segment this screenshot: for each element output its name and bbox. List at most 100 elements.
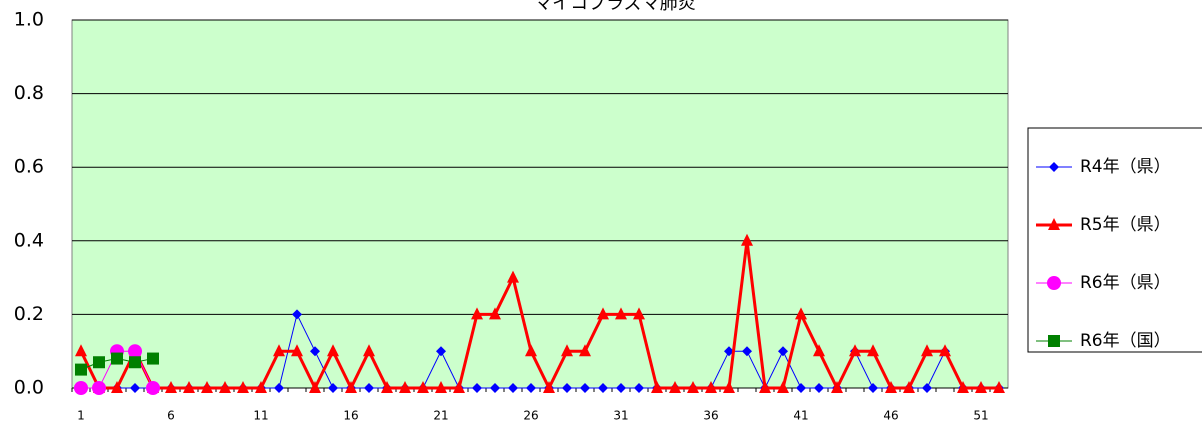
data-point bbox=[363, 344, 375, 357]
data-point bbox=[472, 383, 482, 393]
data-point bbox=[795, 307, 807, 320]
data-point bbox=[633, 307, 645, 320]
y-tick-label: 0.0 bbox=[14, 377, 44, 399]
data-point bbox=[580, 383, 590, 393]
legend-label: R5年（県） bbox=[1080, 215, 1171, 235]
data-point bbox=[291, 344, 303, 357]
x-tick-label: 16 bbox=[343, 409, 358, 423]
data-point bbox=[92, 381, 106, 395]
data-point bbox=[128, 344, 142, 359]
data-point bbox=[741, 233, 753, 246]
data-point bbox=[74, 381, 88, 395]
y-tick-label: 0.8 bbox=[14, 82, 44, 104]
data-point bbox=[975, 381, 987, 393]
legend-marker bbox=[1048, 218, 1060, 230]
data-point bbox=[507, 270, 519, 283]
data-point bbox=[777, 381, 789, 393]
data-point bbox=[796, 383, 806, 393]
data-point bbox=[489, 307, 501, 320]
data-point bbox=[526, 383, 536, 393]
x-tick-label: 36 bbox=[703, 409, 718, 423]
x-tick-label: 41 bbox=[793, 409, 808, 423]
x-tick-label: 26 bbox=[523, 409, 538, 423]
data-point bbox=[255, 381, 267, 393]
series-line bbox=[79, 240, 999, 392]
data-point bbox=[922, 383, 932, 393]
data-point bbox=[939, 344, 951, 357]
legend-marker bbox=[1047, 276, 1061, 290]
y-tick-label: 0.4 bbox=[14, 229, 44, 251]
x-tick-label: 51 bbox=[973, 409, 988, 423]
data-point bbox=[490, 383, 500, 393]
data-point bbox=[471, 307, 483, 320]
data-point bbox=[867, 344, 879, 357]
data-point bbox=[525, 344, 537, 357]
legend-marker bbox=[1049, 162, 1059, 172]
data-point bbox=[201, 381, 213, 393]
data-point bbox=[957, 381, 969, 393]
data-point bbox=[327, 344, 339, 357]
data-point bbox=[130, 383, 140, 393]
data-point bbox=[543, 381, 555, 393]
data-point bbox=[616, 383, 626, 393]
data-point bbox=[669, 381, 681, 393]
data-point bbox=[381, 381, 393, 393]
data-point bbox=[328, 383, 338, 393]
data-point bbox=[165, 381, 177, 393]
data-point bbox=[705, 381, 717, 393]
data-point bbox=[868, 383, 878, 393]
x-tick-label: 1 bbox=[77, 409, 85, 423]
data-point bbox=[75, 344, 87, 357]
data-point bbox=[273, 344, 285, 357]
legend-marker bbox=[1048, 335, 1060, 347]
data-point bbox=[364, 383, 374, 393]
data-point bbox=[759, 381, 771, 393]
data-point bbox=[111, 352, 123, 365]
data-point bbox=[579, 344, 591, 357]
y-tick-label: 1.0 bbox=[14, 9, 44, 31]
x-tick-label: 46 bbox=[883, 409, 898, 423]
data-point bbox=[292, 309, 302, 320]
data-point bbox=[129, 356, 141, 369]
data-point bbox=[831, 381, 843, 393]
data-point bbox=[597, 307, 609, 320]
data-point bbox=[634, 383, 644, 393]
data-point bbox=[111, 381, 123, 393]
data-point bbox=[309, 381, 321, 393]
data-point bbox=[903, 381, 915, 393]
data-point bbox=[147, 352, 159, 365]
data-point bbox=[310, 346, 320, 357]
chart-title: マイコプラズマ肺炎 bbox=[534, 0, 696, 14]
data-point bbox=[561, 344, 573, 357]
data-point bbox=[219, 381, 231, 393]
data-point bbox=[399, 381, 411, 393]
data-point bbox=[345, 381, 357, 393]
data-point bbox=[183, 381, 195, 393]
data-point bbox=[598, 383, 608, 393]
data-point bbox=[921, 344, 933, 357]
data-point bbox=[75, 363, 87, 376]
data-point bbox=[814, 383, 824, 393]
data-point bbox=[508, 383, 518, 393]
y-tick-label: 0.6 bbox=[14, 156, 44, 178]
x-tick-label: 31 bbox=[613, 409, 628, 423]
legend-label: R6年（県） bbox=[1080, 273, 1171, 293]
data-point bbox=[813, 344, 825, 357]
data-point bbox=[615, 307, 627, 320]
data-point bbox=[436, 346, 446, 357]
data-point bbox=[417, 381, 429, 393]
x-tick-label: 21 bbox=[433, 409, 448, 423]
y-tick-label: 0.2 bbox=[14, 303, 44, 325]
data-point bbox=[885, 381, 897, 393]
data-point bbox=[687, 381, 699, 393]
legend-label: R4年（県） bbox=[1080, 157, 1171, 177]
data-point bbox=[274, 383, 284, 393]
data-point bbox=[237, 381, 249, 393]
data-point bbox=[146, 381, 160, 395]
data-point bbox=[562, 383, 572, 393]
legend-label: R6年（国） bbox=[1080, 331, 1171, 351]
data-point bbox=[778, 346, 788, 357]
data-point bbox=[93, 356, 105, 369]
data-point bbox=[742, 346, 752, 357]
